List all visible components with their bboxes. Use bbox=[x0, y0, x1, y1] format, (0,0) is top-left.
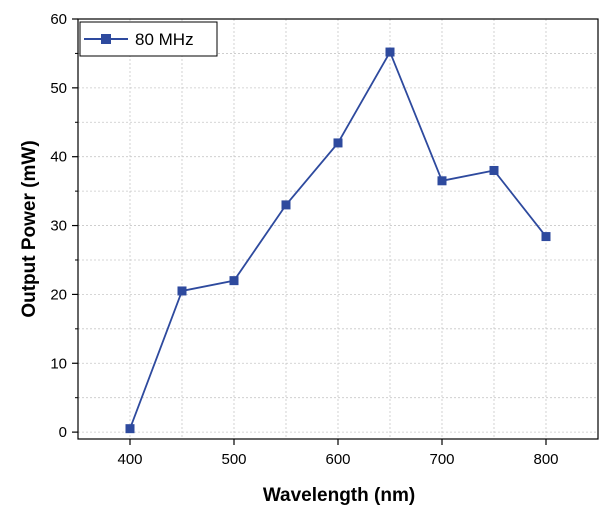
data-point bbox=[177, 286, 187, 296]
data-point bbox=[385, 47, 395, 57]
legend-label: 80 MHz bbox=[135, 30, 194, 49]
y-tick-label: 0 bbox=[59, 424, 67, 441]
data-point bbox=[489, 165, 499, 175]
data-point bbox=[125, 424, 135, 434]
x-tick-label: 500 bbox=[221, 451, 246, 468]
data-series bbox=[125, 47, 551, 434]
legend: 80 MHz bbox=[79, 21, 218, 57]
y-tick-label: 60 bbox=[50, 11, 67, 28]
y-tick-label: 10 bbox=[50, 355, 67, 372]
x-tick-label: 700 bbox=[429, 451, 454, 468]
data-point bbox=[437, 176, 447, 186]
x-tick-label: 600 bbox=[325, 451, 350, 468]
y-tick-label: 50 bbox=[50, 80, 67, 97]
grid-lines bbox=[77, 18, 599, 439]
axis-ticks: 400 500 600 700 800 0 10 20 30 40 50 60 bbox=[50, 11, 558, 468]
x-tick-label: 800 bbox=[533, 451, 558, 468]
y-axis-title: Output Power (mW) bbox=[19, 140, 40, 317]
data-point bbox=[229, 276, 239, 286]
y-tick-label: 30 bbox=[50, 218, 67, 235]
data-point bbox=[281, 200, 291, 210]
y-tick-label: 20 bbox=[50, 286, 67, 303]
data-point bbox=[541, 232, 551, 242]
y-tick-label: 40 bbox=[50, 149, 67, 166]
x-tick-label: 400 bbox=[117, 451, 142, 468]
x-axis-title: Wavelength (nm) bbox=[263, 485, 415, 506]
data-point bbox=[333, 138, 343, 148]
legend-marker-square bbox=[101, 34, 111, 44]
